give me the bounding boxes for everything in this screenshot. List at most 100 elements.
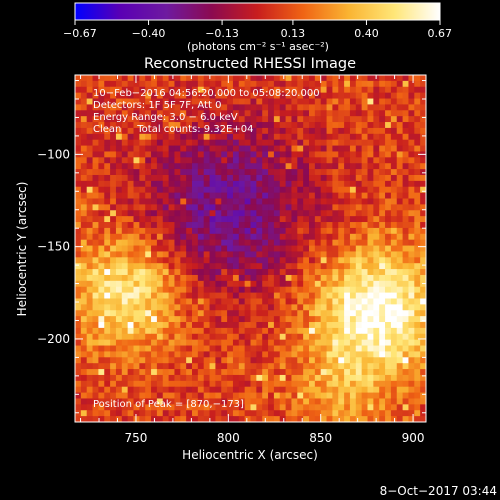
heatmap-cell bbox=[227, 392, 234, 399]
heatmap-cell bbox=[221, 163, 228, 170]
heatmap-cell bbox=[110, 363, 117, 370]
heatmap-cell bbox=[250, 145, 257, 152]
heatmap-cell bbox=[215, 398, 222, 405]
heatmap-cell bbox=[303, 145, 310, 152]
heatmap-cell bbox=[180, 280, 187, 288]
heatmap-cell bbox=[86, 80, 93, 88]
heatmap-cell bbox=[115, 104, 123, 111]
heatmap-cell bbox=[414, 369, 421, 376]
heatmap-cell bbox=[151, 269, 158, 276]
heatmap-cell bbox=[121, 75, 129, 82]
heatmap-cell bbox=[221, 151, 228, 158]
heatmap-cell bbox=[209, 357, 216, 364]
heatmap-cell bbox=[279, 286, 286, 294]
heatmap-cell bbox=[133, 122, 140, 129]
heatmap-cell bbox=[320, 322, 327, 329]
heatmap-cell bbox=[273, 127, 281, 135]
heatmap-cell bbox=[355, 145, 363, 152]
heatmap-cell bbox=[215, 210, 222, 217]
heatmap-cell bbox=[244, 222, 251, 229]
heatmap-cell bbox=[215, 139, 222, 146]
heatmap-cell bbox=[326, 416, 333, 423]
heatmap-cell bbox=[273, 110, 281, 117]
heatmap-cell bbox=[156, 404, 164, 411]
heatmap-cell bbox=[250, 333, 257, 341]
heatmap-cell bbox=[320, 104, 327, 111]
heatmap-cell bbox=[396, 292, 403, 299]
heatmap-cell bbox=[367, 180, 374, 188]
heatmap-cell bbox=[367, 210, 374, 217]
heatmap-cell bbox=[168, 369, 175, 376]
heatmap-cell bbox=[361, 322, 368, 329]
heatmap-cell bbox=[262, 357, 269, 364]
heatmap-cell bbox=[86, 327, 93, 335]
heatmap-cell bbox=[414, 286, 421, 294]
heatmap-cell bbox=[104, 86, 111, 94]
heatmap-cell bbox=[268, 345, 275, 352]
heatmap-cell bbox=[86, 263, 93, 270]
heatmap-cell bbox=[156, 227, 164, 235]
heatmap-cell bbox=[361, 204, 368, 211]
heatmap-cell bbox=[75, 269, 82, 276]
heatmap-cell bbox=[86, 157, 93, 164]
heatmap-cell bbox=[303, 357, 310, 364]
heatmap-cell bbox=[186, 374, 193, 382]
heatmap-cell bbox=[390, 286, 398, 294]
heatmap-cell bbox=[390, 222, 398, 229]
heatmap-cell bbox=[390, 210, 398, 217]
heatmap-cell bbox=[262, 257, 269, 264]
heatmap-cell bbox=[110, 333, 117, 341]
heatmap-cell bbox=[256, 198, 263, 205]
heatmap-cell bbox=[268, 186, 275, 194]
heatmap-cell bbox=[256, 351, 263, 358]
heatmap-cell bbox=[279, 180, 286, 188]
heatmap-cell bbox=[273, 216, 281, 223]
heatmap-cell bbox=[75, 192, 82, 199]
heatmap-cell bbox=[168, 251, 175, 258]
heatmap-cell bbox=[127, 416, 134, 423]
heatmap-cell bbox=[361, 263, 368, 270]
heatmap-cell bbox=[156, 351, 164, 358]
heatmap-cell bbox=[344, 322, 351, 329]
heatmap-cell bbox=[379, 280, 386, 288]
heatmap-cell bbox=[332, 92, 339, 99]
heatmap-cell bbox=[379, 357, 386, 364]
heatmap-cell bbox=[145, 392, 152, 399]
heatmap-cell bbox=[326, 380, 333, 388]
heatmap-cell bbox=[203, 139, 210, 146]
heatmap-cell bbox=[250, 280, 257, 288]
heatmap-cell bbox=[162, 216, 169, 223]
heatmap-cell bbox=[98, 374, 105, 382]
heatmap-cell bbox=[174, 139, 181, 146]
heatmap-cell bbox=[145, 210, 152, 217]
heatmap-cell bbox=[338, 292, 345, 299]
heatmap-cell bbox=[250, 133, 257, 141]
heatmap-cell bbox=[297, 127, 304, 135]
heatmap-cell bbox=[285, 292, 292, 299]
heatmap-cell bbox=[367, 163, 374, 170]
heatmap-cell bbox=[209, 222, 216, 229]
heatmap-cell bbox=[180, 374, 187, 382]
heatmap-cell bbox=[86, 210, 93, 217]
heatmap-cell bbox=[402, 116, 409, 123]
heatmap-cell bbox=[151, 222, 158, 229]
heatmap-cell bbox=[104, 369, 111, 376]
heatmap-cell bbox=[197, 310, 205, 317]
heatmap-cell bbox=[355, 192, 363, 199]
heatmap-cell bbox=[268, 286, 275, 294]
heatmap-cell bbox=[367, 151, 374, 158]
heatmap-cell bbox=[396, 333, 403, 341]
heatmap-cell bbox=[232, 369, 240, 376]
heatmap-cell bbox=[344, 139, 351, 146]
heatmap-cell bbox=[338, 127, 345, 135]
heatmap-cell bbox=[332, 404, 339, 411]
heatmap-cell bbox=[192, 216, 199, 223]
heatmap-cell bbox=[326, 345, 333, 352]
heatmap-cell bbox=[303, 127, 310, 135]
heatmap-cell bbox=[139, 227, 146, 235]
heatmap-cell bbox=[121, 374, 129, 382]
heatmap-cell bbox=[396, 274, 403, 282]
heatmap-cell bbox=[215, 310, 222, 317]
heatmap-cell bbox=[232, 174, 240, 182]
heatmap-cell bbox=[332, 163, 339, 170]
